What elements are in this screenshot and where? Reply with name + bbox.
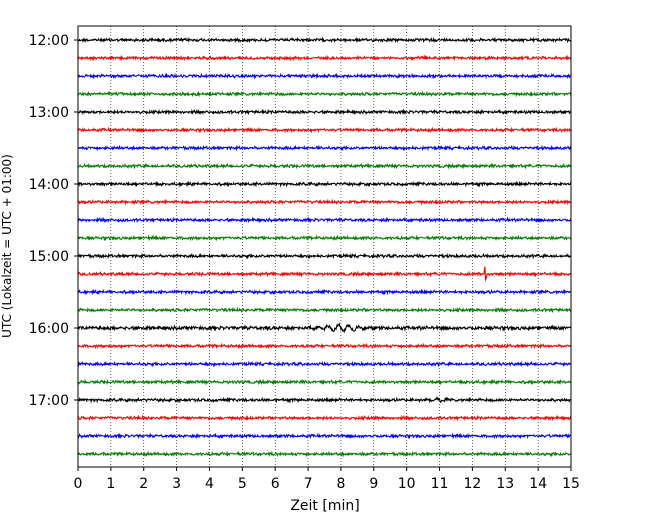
- seismic-trace: [77, 162, 572, 170]
- y-tick-label: 14:00: [29, 177, 69, 193]
- x-tick-label: 11: [431, 476, 449, 492]
- x-tick-label: 14: [529, 476, 547, 492]
- x-tick-label: 12: [463, 476, 481, 492]
- y-tick-label: 17:00: [29, 393, 69, 409]
- y-tick-label: 16:00: [29, 321, 69, 337]
- x-axis-label: Zeit [min]: [290, 498, 359, 514]
- plot-frame: [77, 25, 572, 468]
- seismic-trace: [77, 414, 572, 422]
- seismic-trace: [77, 54, 572, 62]
- seismic-trace: [77, 108, 572, 116]
- x-tick-label: 0: [74, 476, 83, 492]
- seismic-trace: [77, 342, 572, 350]
- seismic-trace: [77, 36, 572, 44]
- x-tick-label: 4: [205, 476, 214, 492]
- x-tick-label: 6: [271, 476, 280, 492]
- y-tick-label: 15:00: [29, 249, 69, 265]
- y-tick-label: 13:00: [29, 105, 69, 121]
- y-tick-label: 12:00: [29, 33, 69, 49]
- seismic-trace: [77, 322, 572, 334]
- seismic-trace: [77, 126, 572, 134]
- seismic-trace: [77, 144, 572, 152]
- x-tick-label: 3: [172, 476, 181, 492]
- x-tick-label: 9: [369, 476, 378, 492]
- y-axis-label: UTC (Lokalzeit = UTC + 01:00): [0, 154, 14, 338]
- seismic-trace: [77, 288, 572, 296]
- x-axis: 0 1 2 3 4 5 6 7 8 9 10 11 12 13 14 15: [74, 467, 580, 492]
- seismic-trace: [77, 180, 572, 188]
- seismic-trace: [77, 90, 572, 98]
- y-axis: 12:00 13:00 14:00 15:00 16:00 17:00: [29, 33, 78, 409]
- seismic-trace: [77, 306, 572, 314]
- seismic-trace: [77, 252, 572, 260]
- x-tick-label: 7: [304, 476, 313, 492]
- x-tick-label: 15: [562, 476, 580, 492]
- seismic-trace: [77, 234, 572, 242]
- seismic-trace: [77, 198, 572, 206]
- seismic-trace: [77, 72, 572, 80]
- x-tick-label: 5: [238, 476, 247, 492]
- x-tick-label: 2: [139, 476, 148, 492]
- seismic-trace: [77, 360, 572, 368]
- seismic-trace: [77, 432, 572, 440]
- seismic-trace: [77, 450, 572, 458]
- seismic-trace: [77, 266, 572, 282]
- x-tick-label: 10: [398, 476, 416, 492]
- x-tick-label: 1: [106, 476, 115, 492]
- x-tick-label: 8: [336, 476, 345, 492]
- x-tick-label: 13: [496, 476, 514, 492]
- seismic-trace: [77, 216, 572, 224]
- seismic-trace: [77, 395, 572, 404]
- seismic-trace: [77, 378, 572, 386]
- trace-group: [77, 36, 572, 458]
